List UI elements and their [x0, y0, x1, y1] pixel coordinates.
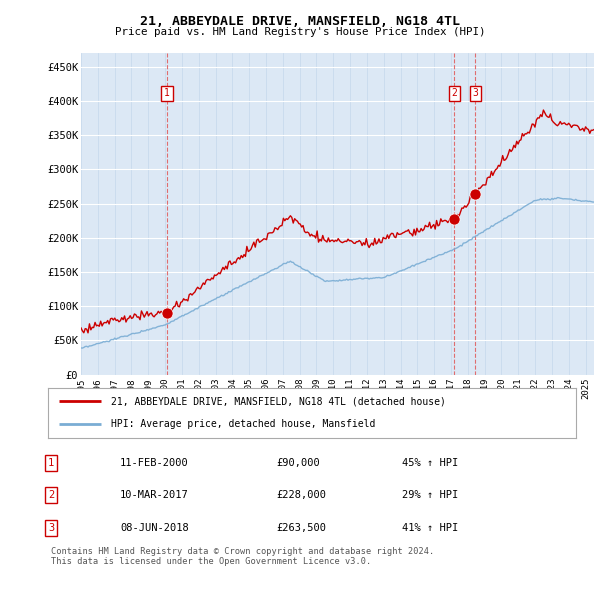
Text: 3: 3 [472, 88, 478, 99]
Text: 21, ABBEYDALE DRIVE, MANSFIELD, NG18 4TL: 21, ABBEYDALE DRIVE, MANSFIELD, NG18 4TL [140, 15, 460, 28]
Text: 3: 3 [48, 523, 54, 533]
Text: Price paid vs. HM Land Registry's House Price Index (HPI): Price paid vs. HM Land Registry's House … [115, 27, 485, 37]
Text: 08-JUN-2018: 08-JUN-2018 [120, 523, 189, 533]
Text: HPI: Average price, detached house, Mansfield: HPI: Average price, detached house, Mans… [112, 419, 376, 430]
Text: Contains HM Land Registry data © Crown copyright and database right 2024.
This d: Contains HM Land Registry data © Crown c… [51, 547, 434, 566]
Text: 1: 1 [164, 88, 170, 99]
Text: 2: 2 [48, 490, 54, 500]
Text: 2: 2 [451, 88, 457, 99]
Text: 10-MAR-2017: 10-MAR-2017 [120, 490, 189, 500]
Text: £263,500: £263,500 [276, 523, 326, 533]
Text: 29% ↑ HPI: 29% ↑ HPI [402, 490, 458, 500]
Text: £90,000: £90,000 [276, 458, 320, 468]
Text: 21, ABBEYDALE DRIVE, MANSFIELD, NG18 4TL (detached house): 21, ABBEYDALE DRIVE, MANSFIELD, NG18 4TL… [112, 396, 446, 406]
Text: 41% ↑ HPI: 41% ↑ HPI [402, 523, 458, 533]
Text: 11-FEB-2000: 11-FEB-2000 [120, 458, 189, 468]
Text: 1: 1 [48, 458, 54, 468]
Text: 45% ↑ HPI: 45% ↑ HPI [402, 458, 458, 468]
Text: £228,000: £228,000 [276, 490, 326, 500]
